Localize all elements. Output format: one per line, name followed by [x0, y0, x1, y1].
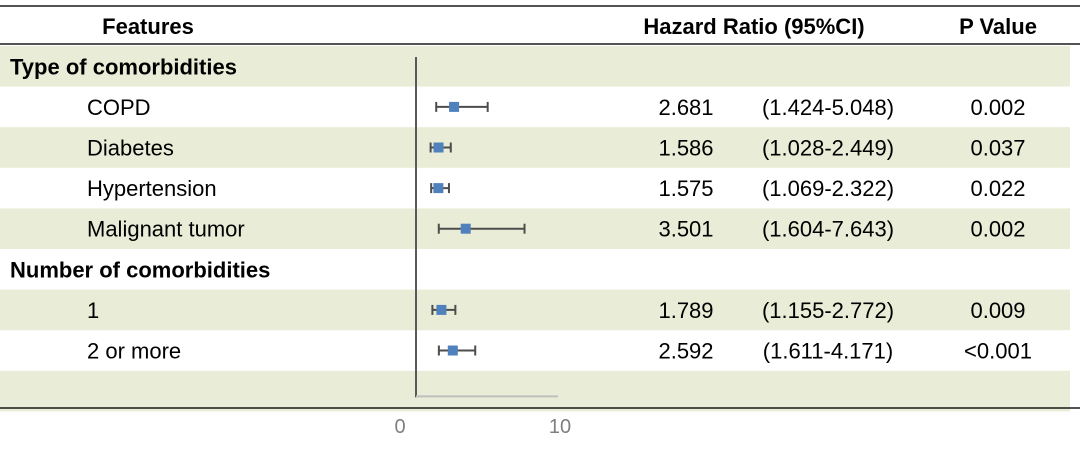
group-title: Number of comorbidities: [10, 257, 270, 282]
p-value: 0.002: [970, 217, 1025, 242]
hr-marker: [433, 183, 444, 194]
p-value: 0.002: [970, 95, 1025, 120]
row-label: COPD: [87, 95, 151, 120]
hr-value: 3.501: [658, 217, 713, 242]
ci-value: (1.069-2.322): [762, 176, 894, 201]
hr-value: 1.789: [658, 298, 713, 323]
p-value: <0.001: [964, 339, 1032, 364]
row-band: [0, 46, 1070, 87]
hr-marker: [433, 142, 444, 153]
hr-marker: [460, 223, 471, 234]
ci-value: (1.424-5.048): [762, 95, 894, 120]
row-band: [0, 208, 1070, 249]
ci-value: (1.028-2.449): [762, 136, 894, 161]
hr-marker: [436, 304, 447, 315]
header-features: Features: [102, 14, 194, 39]
p-value: 0.022: [970, 176, 1025, 201]
hr-value: 1.575: [658, 176, 713, 201]
hr-value: 2.592: [658, 339, 713, 364]
row-label: 2 or more: [87, 339, 181, 364]
row-label: 1: [87, 298, 99, 323]
group-title: Type of comorbidities: [10, 54, 237, 79]
row-label: Diabetes: [87, 136, 174, 161]
header-hazard-ratio: Hazard Ratio (95%CI): [643, 14, 864, 39]
hr-marker: [449, 101, 460, 112]
hr-value: 2.681: [658, 95, 713, 120]
row-band: [0, 370, 1070, 412]
x-tick-label: 10: [549, 416, 571, 438]
hr-marker: [447, 345, 458, 356]
row-label: Hypertension: [87, 176, 217, 201]
ci-value: (1.604-7.643): [762, 217, 894, 242]
hr-value: 1.586: [658, 136, 713, 161]
row-band: [0, 289, 1070, 331]
x-tick-label: 0: [394, 416, 405, 438]
row-label: Malignant tumor: [87, 217, 245, 242]
header-p-value: P Value: [959, 14, 1037, 39]
p-value: 0.037: [970, 136, 1025, 161]
row-band: [0, 127, 1070, 168]
ci-value: (1.611-4.171): [763, 339, 893, 364]
ci-value: (1.155-2.772): [762, 298, 894, 323]
p-value: 0.009: [970, 298, 1025, 323]
